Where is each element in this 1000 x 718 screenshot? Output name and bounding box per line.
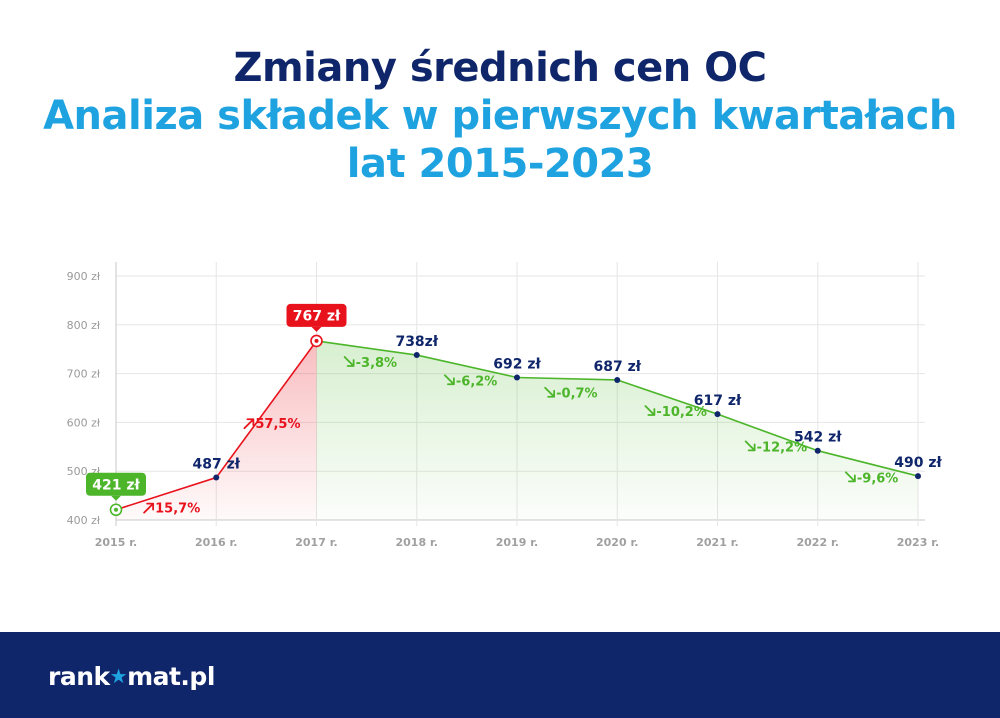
logo[interactable]: rank★mat.pl bbox=[48, 662, 215, 691]
y-tick-label: 400 zł bbox=[67, 514, 101, 527]
data-point bbox=[413, 352, 420, 359]
value-label: 692 zł bbox=[493, 357, 541, 373]
data-points bbox=[109, 334, 921, 517]
change-marker: -9,6% bbox=[844, 471, 898, 486]
data-point bbox=[514, 374, 520, 381]
value-label: 767 zł bbox=[293, 308, 341, 324]
data-point bbox=[915, 473, 921, 480]
x-tick-label: 2017 r. bbox=[295, 536, 337, 549]
change-marker: -6,2% bbox=[443, 374, 497, 389]
y-tick-label: 600 zł bbox=[67, 416, 101, 429]
title-line-3: lat 2015-2023 bbox=[346, 141, 654, 187]
arrow-down-right-icon bbox=[443, 374, 455, 386]
star-icon: ★ bbox=[109, 664, 128, 688]
change-marker: -10,2% bbox=[644, 405, 707, 420]
x-tick-label: 2018 r. bbox=[396, 536, 438, 549]
value-label: 542 zł bbox=[794, 430, 842, 446]
area-fills bbox=[116, 340, 918, 520]
value-label: 687 zł bbox=[594, 359, 642, 375]
data-point-max-core bbox=[314, 338, 319, 343]
logo-text-start: rank bbox=[48, 662, 110, 691]
value-badge bbox=[286, 303, 347, 327]
y-tick-label: 700 zł bbox=[67, 368, 101, 381]
logo-text-end: mat.pl bbox=[127, 662, 215, 691]
value-badge bbox=[86, 472, 146, 496]
y-tick-label: 800 zł bbox=[67, 319, 101, 332]
value-label: 490 zł bbox=[894, 455, 942, 471]
change-marker: 57,5% bbox=[243, 417, 300, 432]
change-label: -3,8% bbox=[356, 356, 397, 371]
change-marker: -0,7% bbox=[544, 386, 598, 402]
arrow-up-right-icon bbox=[143, 502, 155, 514]
title-line-1: Zmiany średnich cen OC bbox=[233, 45, 767, 91]
x-tick-label: 2019 r. bbox=[496, 536, 538, 549]
value-label: 738zł bbox=[395, 334, 438, 350]
arrow-down-right-icon bbox=[343, 356, 355, 367]
value-label: 487 zł bbox=[193, 457, 241, 473]
data-point-min-core bbox=[114, 507, 118, 512]
change-labels: 15,7% 57,5% -3,8% -6,2% -0,7% -10,2% -12,2% -9,… bbox=[143, 356, 898, 517]
change-label: 15,7% bbox=[155, 502, 200, 517]
arrow-down-right-icon bbox=[744, 440, 756, 452]
x-tick-label: 2021 r. bbox=[696, 536, 738, 549]
value-label: 421 zł bbox=[92, 477, 140, 493]
data-point bbox=[714, 411, 721, 418]
change-label: -0,7% bbox=[556, 387, 597, 402]
area-fall bbox=[316, 340, 918, 520]
footer: rank★mat.pl bbox=[0, 632, 1000, 718]
value-label: 617 zł bbox=[694, 393, 742, 409]
arrow-up-right-icon bbox=[243, 418, 255, 430]
chart-title: Zmiany średnich cen OC Analiza składek w… bbox=[0, 44, 1000, 188]
change-label: -12,2% bbox=[757, 440, 808, 455]
x-tick-label: 2016 r. bbox=[195, 536, 237, 549]
data-point bbox=[213, 474, 220, 481]
y-tick-label: 900 zł bbox=[67, 270, 101, 283]
arrow-down-right-icon bbox=[844, 471, 856, 483]
change-label: -9,6% bbox=[857, 471, 898, 486]
data-point bbox=[814, 447, 821, 454]
data-labels: 421 zł 487 zł 767 zł 738zł 692 zł 687 zł 617 z… bbox=[86, 303, 943, 501]
value-badge-pointer bbox=[111, 495, 121, 501]
arrow-down-right-icon bbox=[544, 386, 556, 398]
data-point bbox=[614, 376, 621, 383]
value-badge-pointer bbox=[311, 326, 322, 332]
change-marker: -3,8% bbox=[343, 356, 397, 371]
arrow-down-right-icon bbox=[644, 405, 656, 416]
x-tick-label: 2023 r. bbox=[897, 536, 939, 549]
change-label: -6,2% bbox=[456, 374, 497, 389]
change-label: 57,5% bbox=[255, 417, 300, 432]
x-tick-label: 2022 r. bbox=[797, 536, 839, 549]
title-line-2: Analiza składek w pierwszych kwartałach bbox=[43, 93, 957, 139]
change-marker: 15,7% bbox=[143, 502, 200, 517]
change-label: -10,2% bbox=[656, 405, 707, 420]
x-tick-label: 2020 r. bbox=[596, 536, 638, 549]
x-tick-label: 2015 r. bbox=[95, 536, 137, 549]
area-rise bbox=[116, 340, 317, 520]
change-marker: -12,2% bbox=[744, 440, 808, 455]
